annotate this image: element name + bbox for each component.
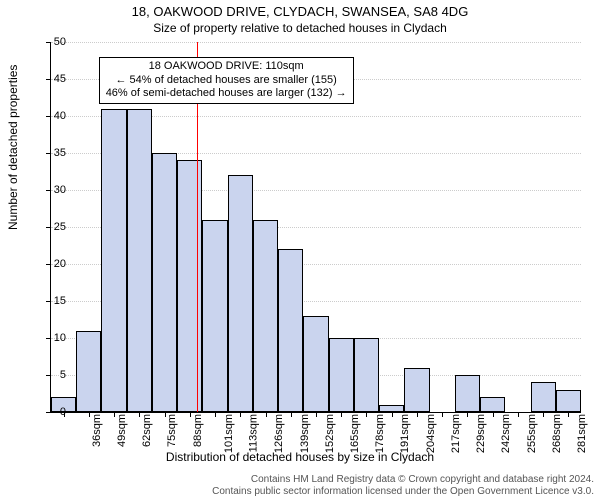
x-axis-label: Distribution of detached houses by size …	[0, 450, 600, 464]
histogram-bar	[379, 405, 404, 412]
y-tick-label: 20	[26, 258, 66, 270]
grid-line	[51, 42, 581, 43]
x-tick-label: 75sqm	[166, 414, 178, 447]
x-tick	[139, 412, 140, 417]
x-tick-label: 229sqm	[475, 414, 487, 453]
x-tick	[493, 412, 494, 417]
x-tick	[240, 412, 241, 417]
x-tick	[215, 412, 216, 417]
x-tick	[316, 412, 317, 417]
histogram-bar	[202, 220, 227, 412]
x-tick-label: 178sqm	[374, 414, 386, 453]
x-tick	[543, 412, 544, 417]
x-tick	[518, 412, 519, 417]
footer-attribution: Contains HM Land Registry data © Crown c…	[0, 474, 594, 498]
x-tick-label: 126sqm	[273, 414, 285, 453]
y-tick-label: 35	[26, 147, 66, 159]
x-tick-label: 101sqm	[223, 414, 235, 453]
histogram-bar	[278, 249, 303, 412]
histogram-bar	[127, 109, 152, 412]
y-tick-label: 10	[26, 332, 66, 344]
x-tick	[165, 412, 166, 417]
chart-container: 18, OAKWOOD DRIVE, CLYDACH, SWANSEA, SA8…	[0, 0, 600, 500]
x-tick	[366, 412, 367, 417]
y-tick-label: 45	[26, 73, 66, 85]
histogram-bar	[101, 109, 126, 412]
x-tick-label: 36sqm	[91, 414, 103, 447]
annotation-box: 18 OAKWOOD DRIVE: 110sqm ← 54% of detache…	[99, 57, 354, 104]
annotation-line2: ← 54% of detached houses are smaller (15…	[115, 74, 336, 86]
y-axis-label: Number of detached properties	[6, 65, 20, 230]
x-tick-label: 281sqm	[576, 414, 588, 453]
x-tick-label: 49sqm	[116, 414, 128, 447]
histogram-bar	[228, 175, 253, 412]
histogram-bar	[76, 331, 101, 412]
histogram-bar	[329, 338, 354, 412]
histogram-bar	[404, 368, 429, 412]
x-tick-label: 204sqm	[425, 414, 437, 453]
x-tick	[89, 412, 90, 417]
chart-title-main: 18, OAKWOOD DRIVE, CLYDACH, SWANSEA, SA8…	[0, 4, 600, 19]
histogram-bar	[531, 382, 556, 412]
x-tick-label: 255sqm	[526, 414, 538, 453]
x-tick-label: 165sqm	[349, 414, 361, 453]
x-tick-label: 152sqm	[324, 414, 336, 453]
x-tick	[568, 412, 569, 417]
histogram-bar	[177, 160, 202, 412]
y-tick-label: 15	[26, 295, 66, 307]
y-tick-label: 5	[26, 369, 66, 381]
x-tick-label: 88sqm	[192, 414, 204, 447]
x-tick	[114, 412, 115, 417]
y-tick-label: 50	[26, 36, 66, 48]
y-tick-label: 40	[26, 110, 66, 122]
chart-title-sub: Size of property relative to detached ho…	[0, 21, 600, 35]
x-tick	[190, 412, 191, 417]
x-tick	[417, 412, 418, 417]
plot-area: 36sqm49sqm62sqm75sqm88sqm101sqm113sqm126…	[50, 42, 581, 413]
annotation-line1: 18 OAKWOOD DRIVE: 110sqm	[149, 60, 304, 72]
histogram-bar	[253, 220, 278, 412]
x-tick	[266, 412, 267, 417]
footer-line2: Contains public sector information licen…	[212, 486, 594, 497]
annotation-line3: 46% of semi-detached houses are larger (…	[106, 87, 347, 99]
y-tick-label: 25	[26, 221, 66, 233]
histogram-bar	[556, 390, 581, 412]
histogram-bar	[303, 316, 328, 412]
x-tick-label: 268sqm	[551, 414, 563, 453]
histogram-bar	[152, 153, 177, 412]
x-tick-label: 242sqm	[501, 414, 513, 453]
histogram-bar	[455, 375, 480, 412]
y-tick-label: 0	[26, 406, 66, 418]
x-tick	[291, 412, 292, 417]
x-tick-label: 139sqm	[299, 414, 311, 453]
histogram-bar	[354, 338, 379, 412]
x-tick-label: 217sqm	[450, 414, 462, 453]
x-tick-label: 113sqm	[247, 414, 259, 452]
y-tick-label: 30	[26, 184, 66, 196]
x-tick	[442, 412, 443, 417]
x-tick	[467, 412, 468, 417]
footer-line1: Contains HM Land Registry data © Crown c…	[251, 474, 594, 485]
histogram-bar	[480, 397, 505, 412]
x-tick-label: 62sqm	[141, 414, 153, 447]
x-tick-label: 191sqm	[400, 414, 412, 453]
x-tick	[392, 412, 393, 417]
x-tick	[341, 412, 342, 417]
